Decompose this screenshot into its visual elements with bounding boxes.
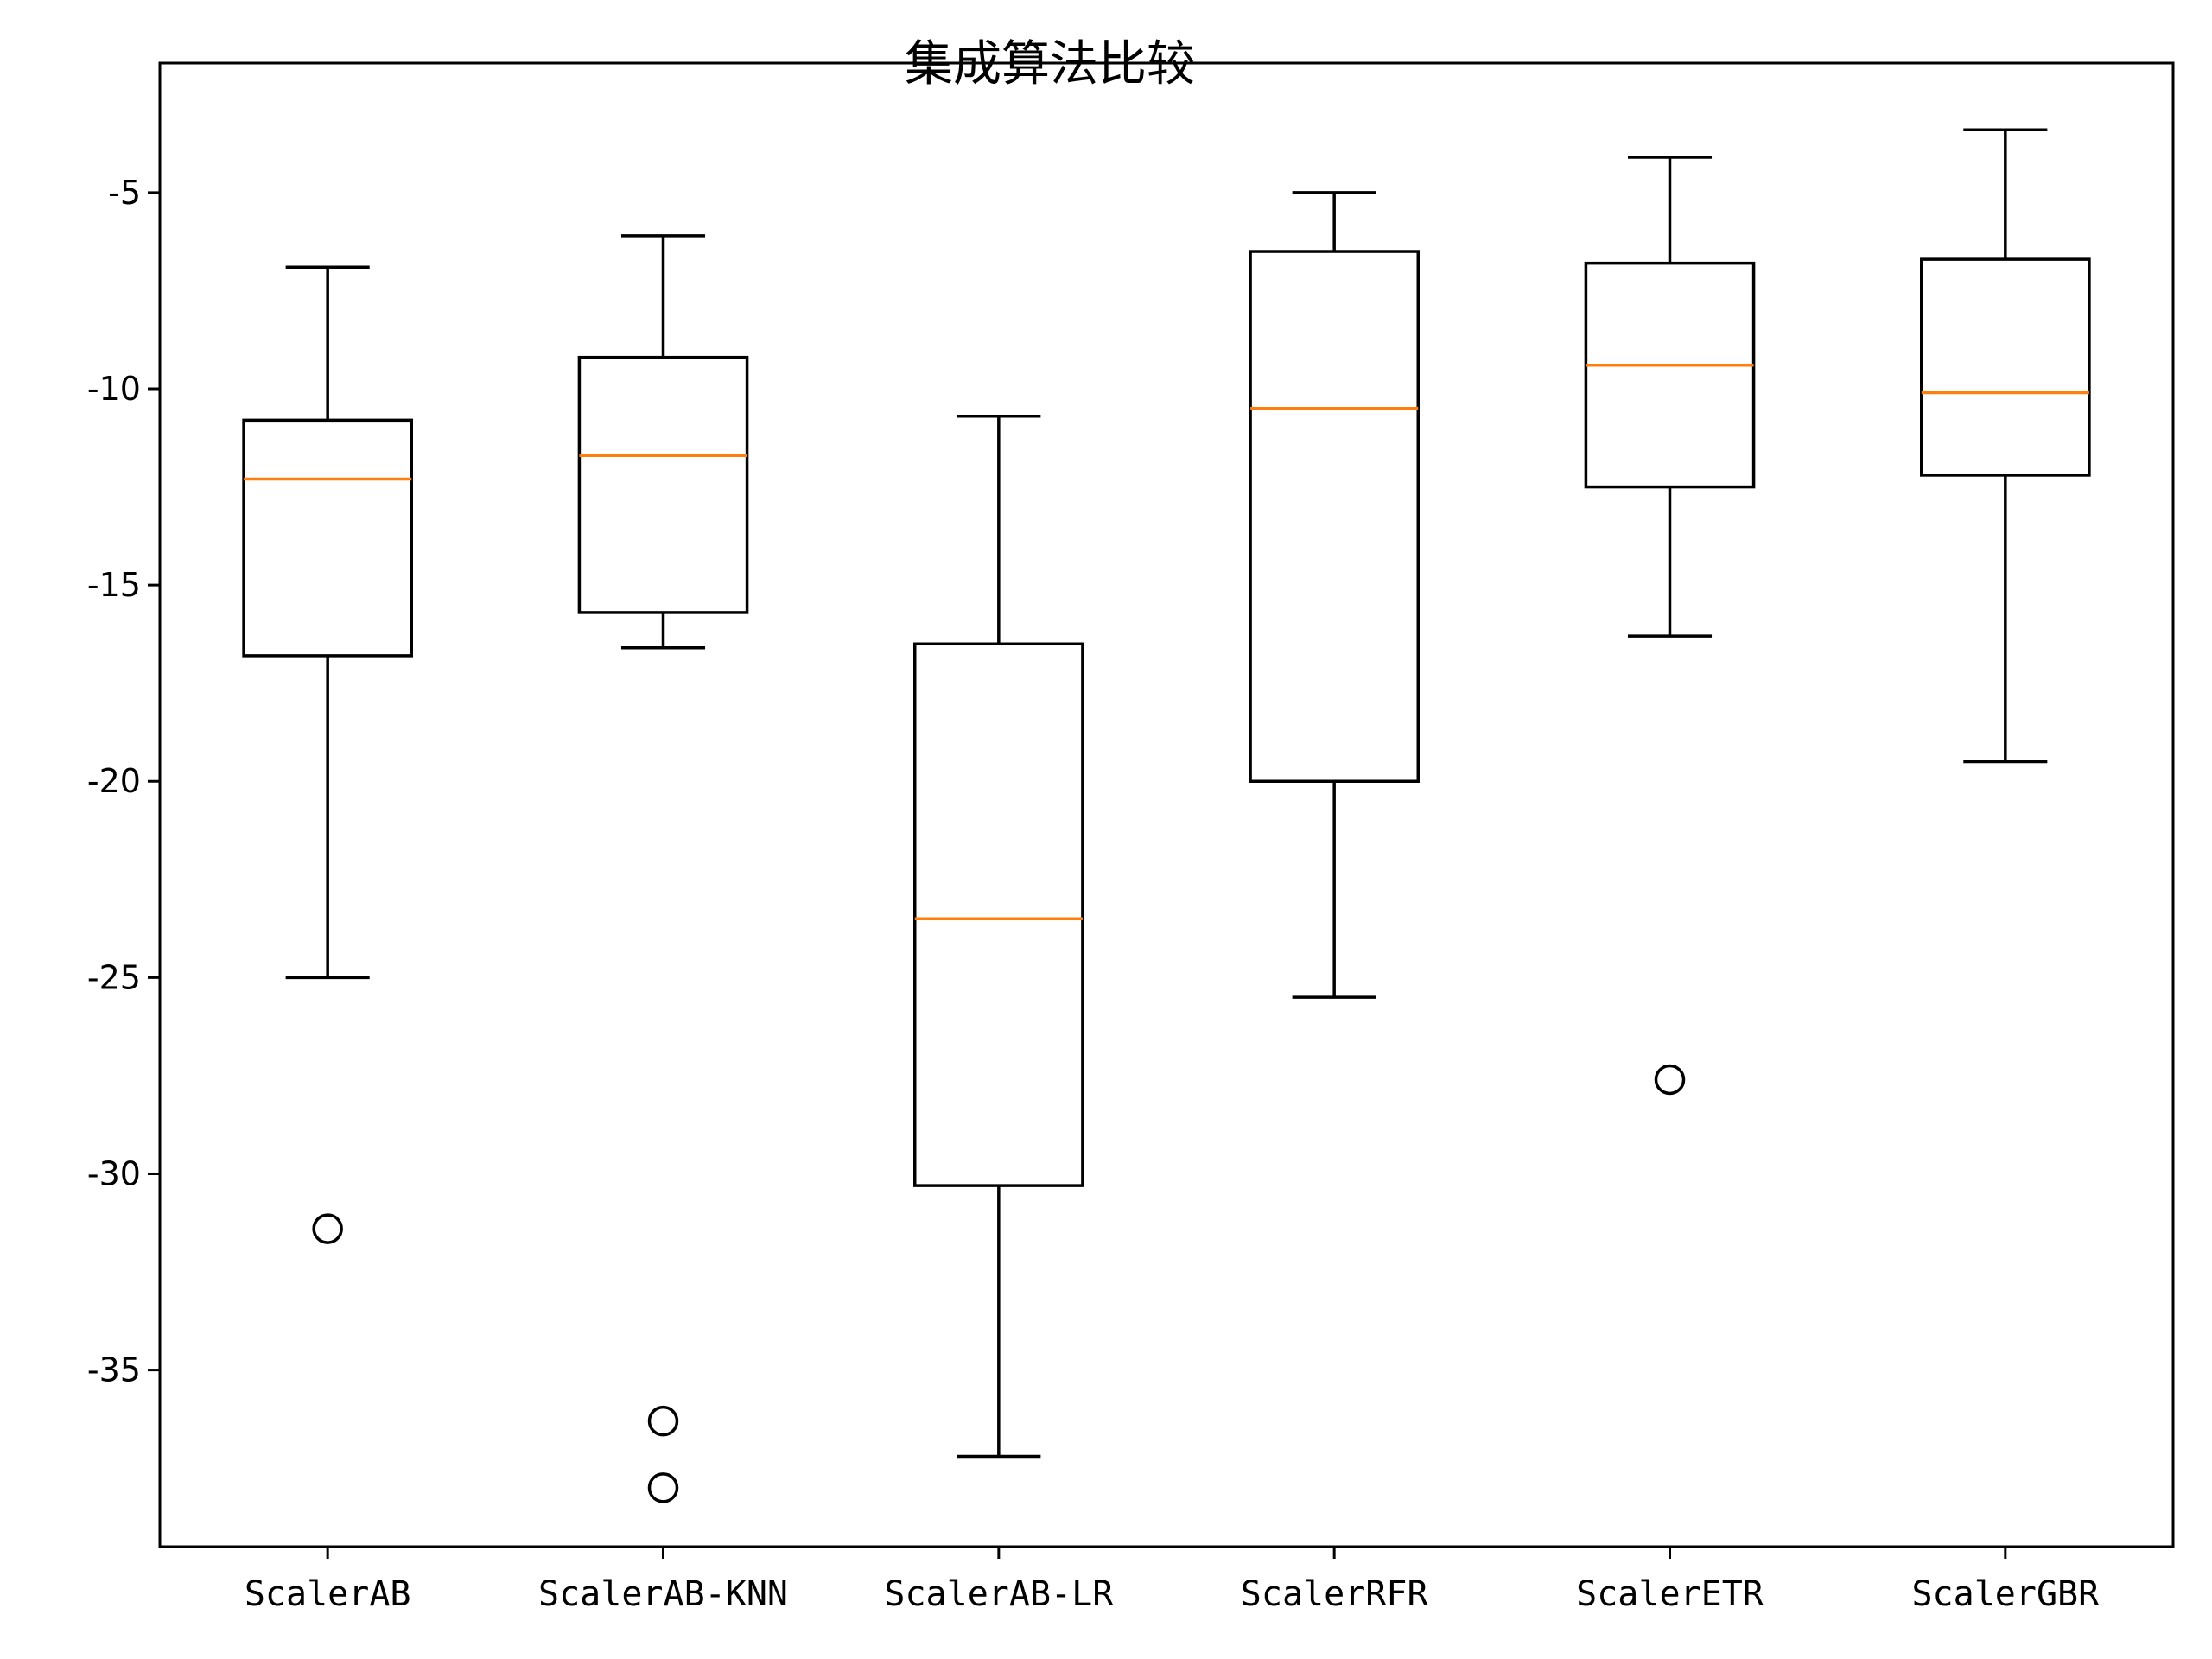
x-tick-label: ScalerAB-LR <box>884 1574 1114 1614</box>
outlier-point <box>1654 1064 1686 1096</box>
box-body <box>1249 250 1421 783</box>
y-tick-label: -35 <box>87 1351 141 1389</box>
box-body <box>577 355 749 614</box>
box-body <box>242 418 414 658</box>
boxes-layer <box>242 128 2091 1503</box>
axes-layer: -5 -10 -15 -20 -25 -30 -35 ScalerAB ScalerAB-KNN… <box>87 174 2100 1614</box>
outlier-point <box>312 1213 343 1244</box>
plot-frame <box>158 61 2175 1548</box>
box-body <box>1920 257 2091 477</box>
box-group <box>1920 128 2091 764</box>
x-tick-label: ScalerAB <box>245 1574 411 1614</box>
box-group <box>242 265 414 1244</box>
x-tick-label: ScalerAB-KNN <box>538 1574 788 1614</box>
box-body <box>1584 261 1756 489</box>
y-tick-label: -30 <box>87 1154 141 1192</box>
outlier-point <box>647 1405 679 1437</box>
y-tick-label: -25 <box>87 958 141 996</box>
chart-title: 集成算法比较 <box>905 36 1195 92</box>
y-tick-label: -5 <box>108 174 141 212</box>
box-group <box>1584 156 1756 1096</box>
x-tick-label: ScalerETR <box>1576 1574 1764 1614</box>
box-group <box>577 234 749 1503</box>
x-tick-label: ScalerRFR <box>1241 1574 1429 1614</box>
box-group <box>913 415 1084 1459</box>
box-group <box>1249 191 1421 999</box>
x-tick-label: ScalerGBR <box>1911 1574 2100 1614</box>
outlier-point <box>647 1472 679 1503</box>
y-tick-label: -15 <box>87 566 141 604</box>
y-tick-label: -10 <box>87 370 141 408</box>
box-body <box>913 642 1084 1187</box>
y-tick-label: -20 <box>87 762 141 800</box>
